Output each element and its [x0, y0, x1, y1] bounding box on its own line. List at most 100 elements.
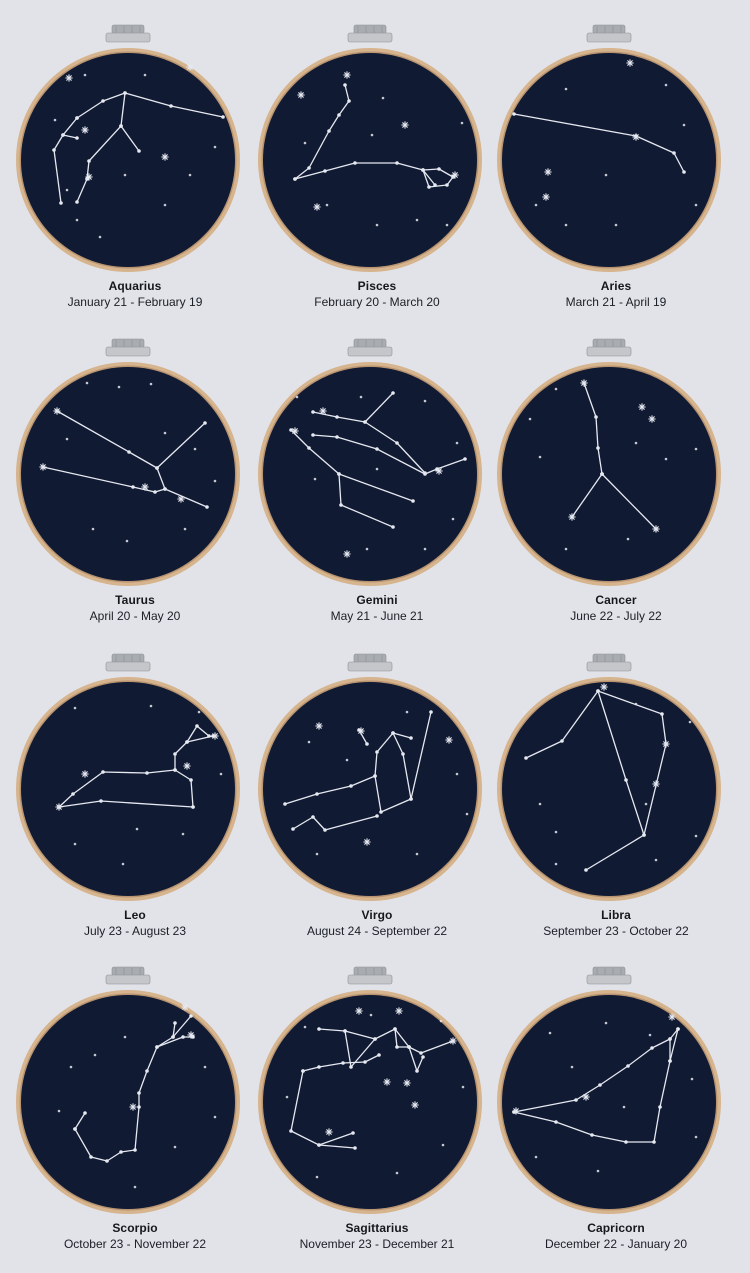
stitched-knot — [137, 1105, 141, 1109]
stitched-star — [401, 121, 409, 129]
stitched-knot — [423, 471, 427, 475]
stitched-knot — [173, 768, 177, 772]
stitched-knot — [682, 170, 686, 174]
stitched-knot — [672, 151, 676, 155]
stitched-line — [74, 1112, 86, 1130]
stitched-star — [141, 483, 149, 491]
stitched-knot — [75, 200, 79, 204]
stitched-star — [626, 59, 634, 67]
stitched-dot — [451, 517, 455, 521]
stitched-knot — [307, 166, 311, 170]
stitched-star — [313, 203, 321, 211]
sign-name: Cancer — [595, 593, 637, 607]
stitched-star — [319, 407, 327, 415]
stitched-knot — [337, 113, 341, 117]
stitched-dot — [123, 1035, 127, 1039]
stitched-star — [355, 1007, 363, 1015]
navy-fabric — [502, 367, 716, 581]
stitched-knot — [155, 466, 159, 470]
stitched-knot — [137, 149, 141, 153]
hoop-clamp — [586, 661, 632, 672]
stitched-knot — [373, 774, 377, 778]
stitched-dot — [315, 1175, 319, 1179]
stitched-knot — [289, 1129, 293, 1133]
stitched-knot — [311, 815, 315, 819]
stitched-knot — [421, 168, 425, 172]
stitched-dot — [439, 1019, 443, 1023]
stitched-dot — [75, 218, 79, 222]
hoop-screw-head — [111, 24, 145, 35]
navy-fabric — [502, 682, 716, 896]
stitched-knot — [415, 1069, 419, 1073]
stitched-dot — [213, 145, 217, 149]
sign-name: Aquarius — [108, 279, 162, 293]
stitched-knot — [401, 752, 405, 756]
stitched-dot — [441, 1143, 445, 1147]
sign-name: Scorpio — [112, 1221, 158, 1235]
stitched-knot — [339, 503, 343, 507]
stitched-star — [65, 74, 73, 82]
stitched-dot — [91, 527, 95, 531]
sign-name: Sagittarius — [345, 1221, 409, 1235]
stitched-knot — [347, 99, 351, 103]
stitched-dot — [325, 203, 329, 207]
constellation-lines — [571, 382, 657, 530]
stitched-knot — [341, 1061, 345, 1065]
stitched-dot — [93, 1053, 97, 1057]
stitched-dot — [455, 772, 459, 776]
stitched-knot — [291, 827, 295, 831]
stitched-knot — [437, 167, 441, 171]
hoop-screw-head — [592, 24, 626, 35]
stitched-dot — [303, 1025, 307, 1029]
sign-dates: February 20 - March 20 — [314, 295, 440, 309]
constellation-lines — [525, 690, 667, 871]
stitched-knot — [375, 447, 379, 451]
stitched-knot — [409, 797, 413, 801]
stitched-dot — [213, 479, 217, 483]
sign-name: Leo — [124, 908, 146, 922]
stitched-dot — [664, 83, 668, 87]
stitched-knot — [421, 1055, 425, 1059]
stitched-dot — [415, 852, 419, 856]
stitched-line — [120, 125, 140, 152]
stitched-knot — [584, 868, 588, 872]
stitched-knot — [323, 828, 327, 832]
stitched-knot — [624, 778, 628, 782]
stitched-dot — [445, 223, 449, 227]
sign-dates: March 21 - April 19 — [565, 295, 667, 309]
constellation-lines — [513, 113, 685, 173]
stitched-knot — [71, 792, 75, 796]
navy-fabric — [263, 53, 477, 267]
stitched-dot — [548, 1031, 552, 1035]
stitched-line — [290, 1070, 356, 1149]
stitched-dot — [455, 441, 459, 445]
stitched-knot — [311, 433, 315, 437]
stitched-knot — [650, 1046, 654, 1050]
stitched-knot — [221, 115, 225, 119]
sign-dates: June 22 - July 22 — [570, 609, 662, 623]
hoop-clamp — [347, 974, 393, 985]
stitched-knot — [153, 490, 157, 494]
stitched-knot — [155, 1045, 159, 1049]
stitched-knot — [395, 161, 399, 165]
hoop-clamp — [105, 32, 151, 43]
stitched-knot — [307, 446, 311, 450]
hoop-clamp — [105, 346, 151, 357]
navy-fabric — [21, 367, 235, 581]
stitched-knot — [427, 185, 431, 189]
stitched-knot — [391, 391, 395, 395]
stitched-dot — [564, 547, 568, 551]
stitched-dot — [528, 417, 532, 421]
stitched-line — [318, 1132, 354, 1146]
stitched-knot — [626, 1064, 630, 1068]
stitched-star — [129, 1103, 137, 1111]
stitched-knot — [668, 1037, 672, 1041]
navy-fabric — [263, 682, 477, 896]
stitched-knot — [119, 124, 123, 128]
sign-dates: April 20 - May 20 — [89, 609, 181, 623]
stitched-dot — [694, 447, 698, 451]
constellation-lines — [294, 84, 454, 188]
stitched-star — [325, 1128, 333, 1136]
stitched-dot — [133, 1185, 137, 1189]
stitched-knot — [524, 756, 528, 760]
